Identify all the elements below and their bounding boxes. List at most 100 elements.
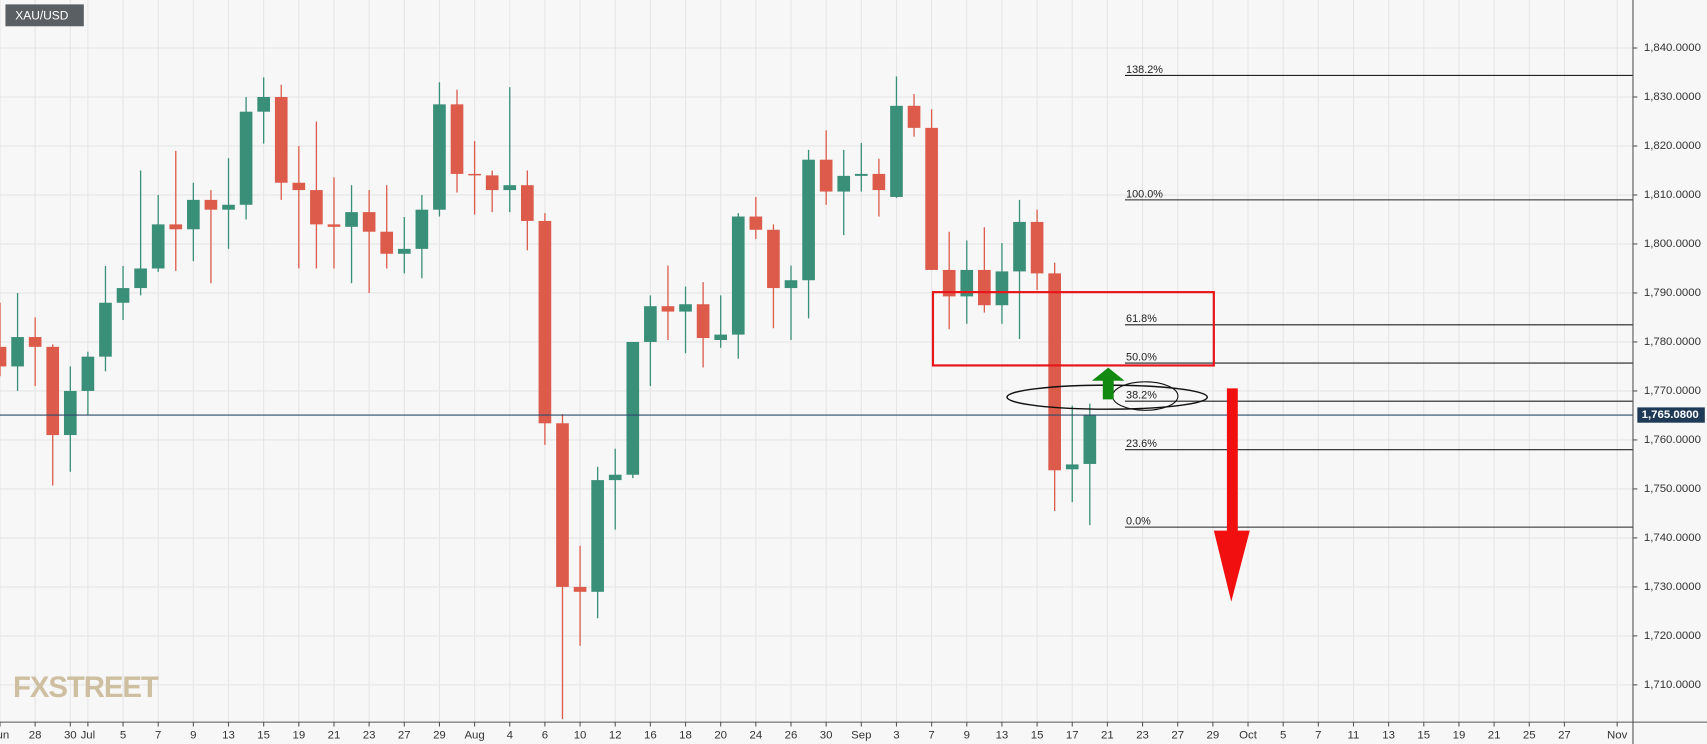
candle-body: [1030, 221, 1044, 274]
x-tick-label: 27: [398, 729, 411, 741]
candle-body: [327, 224, 341, 227]
candle-body: [28, 337, 42, 347]
x-tick-label: 23: [1136, 729, 1149, 741]
x-tick-label: 7: [928, 729, 934, 741]
candle-body: [450, 104, 464, 174]
watermark: FXSTREET: [13, 671, 159, 704]
overlay: 138.2% 100.0% 61.8% 50.0% 38.2% 23.6% 0.0%: [0, 64, 1633, 528]
x-tick-label: 9: [190, 729, 196, 741]
candle-body: [292, 182, 306, 191]
x-tick-label: 24: [749, 729, 762, 741]
candle-body: [784, 280, 798, 289]
x-tick-label: 18: [679, 729, 692, 741]
x-tick-label: Nov: [1607, 729, 1628, 741]
fib-label: 100.0%: [1126, 188, 1163, 200]
down-arrow: [1213, 388, 1250, 602]
candle-body: [0, 346, 7, 367]
candle-body: [995, 271, 1009, 306]
candle-body: [310, 190, 323, 225]
candle-body: [942, 269, 956, 297]
x-tick-label: Aug: [464, 729, 484, 741]
x-tick-label: Jul: [81, 729, 96, 741]
fib-label: 0.0%: [1126, 516, 1151, 528]
candle-body: [644, 306, 657, 342]
y-tick-label: 1,750.0000: [1644, 483, 1701, 495]
candle-body: [538, 220, 552, 424]
candle-body: [573, 586, 587, 592]
x-tick-label: 21: [1101, 729, 1114, 741]
x-tick-label: 12: [609, 729, 622, 741]
candle-body: [1013, 221, 1026, 272]
fib-label: 38.2%: [1126, 390, 1157, 402]
candle-body: [274, 97, 288, 183]
candle-body: [169, 224, 183, 230]
x-tick-label: 30: [820, 729, 833, 741]
x-tick-label: 21: [1488, 729, 1501, 741]
candle-body: [679, 304, 692, 312]
candle-body: [556, 423, 569, 587]
candle-body: [134, 268, 147, 289]
fib-label: 138.2%: [1126, 64, 1163, 76]
x-tick-label: 29: [433, 729, 446, 741]
y-tick-label: 1,780.0000: [1644, 336, 1701, 348]
x-tick-label: 15: [257, 729, 270, 741]
y-tick-label: 1,710.0000: [1644, 679, 1701, 691]
candle-body: [433, 104, 446, 210]
y-tick-label: 1,810.0000: [1644, 189, 1701, 201]
candle-body: [890, 105, 903, 197]
x-tick-label: 4: [507, 729, 514, 741]
x-tick-label: 3: [893, 729, 899, 741]
candle-body: [749, 216, 763, 230]
candle-body: [802, 159, 815, 281]
y-tick-label: 1,770.0000: [1644, 385, 1701, 397]
x-tick-label: 19: [1453, 729, 1466, 741]
x-tick-label: 28: [29, 729, 42, 741]
candle-body: [608, 474, 622, 481]
candle-body: [345, 212, 358, 227]
candle-body: [696, 304, 710, 339]
candle-body: [204, 199, 218, 210]
axes: 1,710.0000 1,720.0000 1,730.0000 1,740.0000…: [0, 42, 1705, 741]
candle-body: [661, 306, 675, 312]
x-tick-label: 20: [714, 729, 727, 741]
candle-body: [397, 248, 411, 254]
candle-body: [837, 175, 851, 192]
candle-body: [854, 173, 868, 176]
candle-body: [925, 127, 938, 270]
candle-body: [872, 173, 886, 191]
y-tick-label: 1,720.0000: [1644, 630, 1701, 642]
fib-label: 50.0%: [1126, 351, 1157, 363]
candle-body: [485, 175, 499, 191]
candle-body: [714, 334, 728, 340]
y-tick-label: 1,760.0000: [1644, 434, 1701, 446]
x-tick-label: 29: [1207, 729, 1220, 741]
candle-body: [731, 216, 745, 335]
candle-body: [819, 159, 833, 192]
fib-label: 23.6%: [1126, 438, 1157, 450]
candle-body: [257, 97, 270, 112]
candle-body: [626, 341, 640, 475]
fib-label: 61.8%: [1126, 313, 1157, 325]
candle-body: [978, 269, 991, 306]
x-tick-label: 25: [1523, 729, 1536, 741]
last-price-badge: [1637, 407, 1705, 423]
candle-body: [222, 204, 235, 210]
candle-body: [767, 229, 780, 289]
candle-body: [380, 231, 394, 254]
candle-body: [362, 212, 376, 232]
x-tick-label: 13: [996, 729, 1009, 741]
x-tick-label: 5: [1280, 729, 1286, 741]
y-tick-label: 1,830.0000: [1644, 91, 1701, 103]
candle-body: [960, 269, 974, 297]
candle-body: [521, 185, 534, 221]
candle-body: [239, 111, 253, 205]
candle-body: [99, 302, 112, 357]
x-tick-label: 17: [1066, 729, 1079, 741]
x-tick-label: 30: [64, 729, 77, 741]
x-tick-label: 26: [785, 729, 798, 741]
x-tick-label: 11: [1348, 729, 1360, 741]
x-tick-label: 21: [328, 729, 341, 741]
